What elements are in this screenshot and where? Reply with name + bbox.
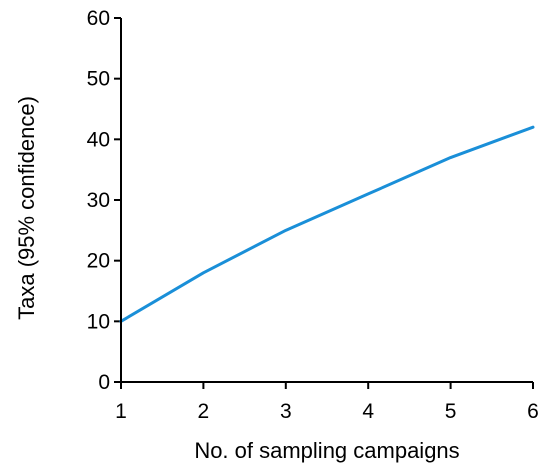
y-tick-label: 10 [87, 310, 110, 333]
x-axis-ticks: 1 2 3 4 5 6 [115, 382, 539, 423]
x-tick-label: 3 [280, 400, 292, 423]
y-tick-label: 20 [87, 250, 110, 273]
y-axis-label: Taxa (95% confidence) [14, 96, 39, 320]
y-tick-label: 0 [98, 371, 110, 394]
series-layer [119, 125, 535, 323]
x-tick-label: 2 [198, 400, 210, 423]
x-tick-label: 6 [527, 400, 539, 423]
y-tick-label: 30 [87, 189, 110, 212]
y-axis-ticks: 0 10 20 30 40 50 60 [87, 7, 121, 394]
y-tick-label: 60 [87, 7, 110, 30]
y-tick-label: 50 [87, 68, 110, 91]
x-tick-label: 4 [362, 400, 374, 423]
x-tick-label: 1 [115, 400, 127, 423]
y-tick-label: 40 [87, 128, 110, 151]
x-tick-label: 5 [445, 400, 457, 423]
x-axis-label: No. of sampling campaigns [194, 438, 459, 463]
series-line [119, 125, 535, 323]
